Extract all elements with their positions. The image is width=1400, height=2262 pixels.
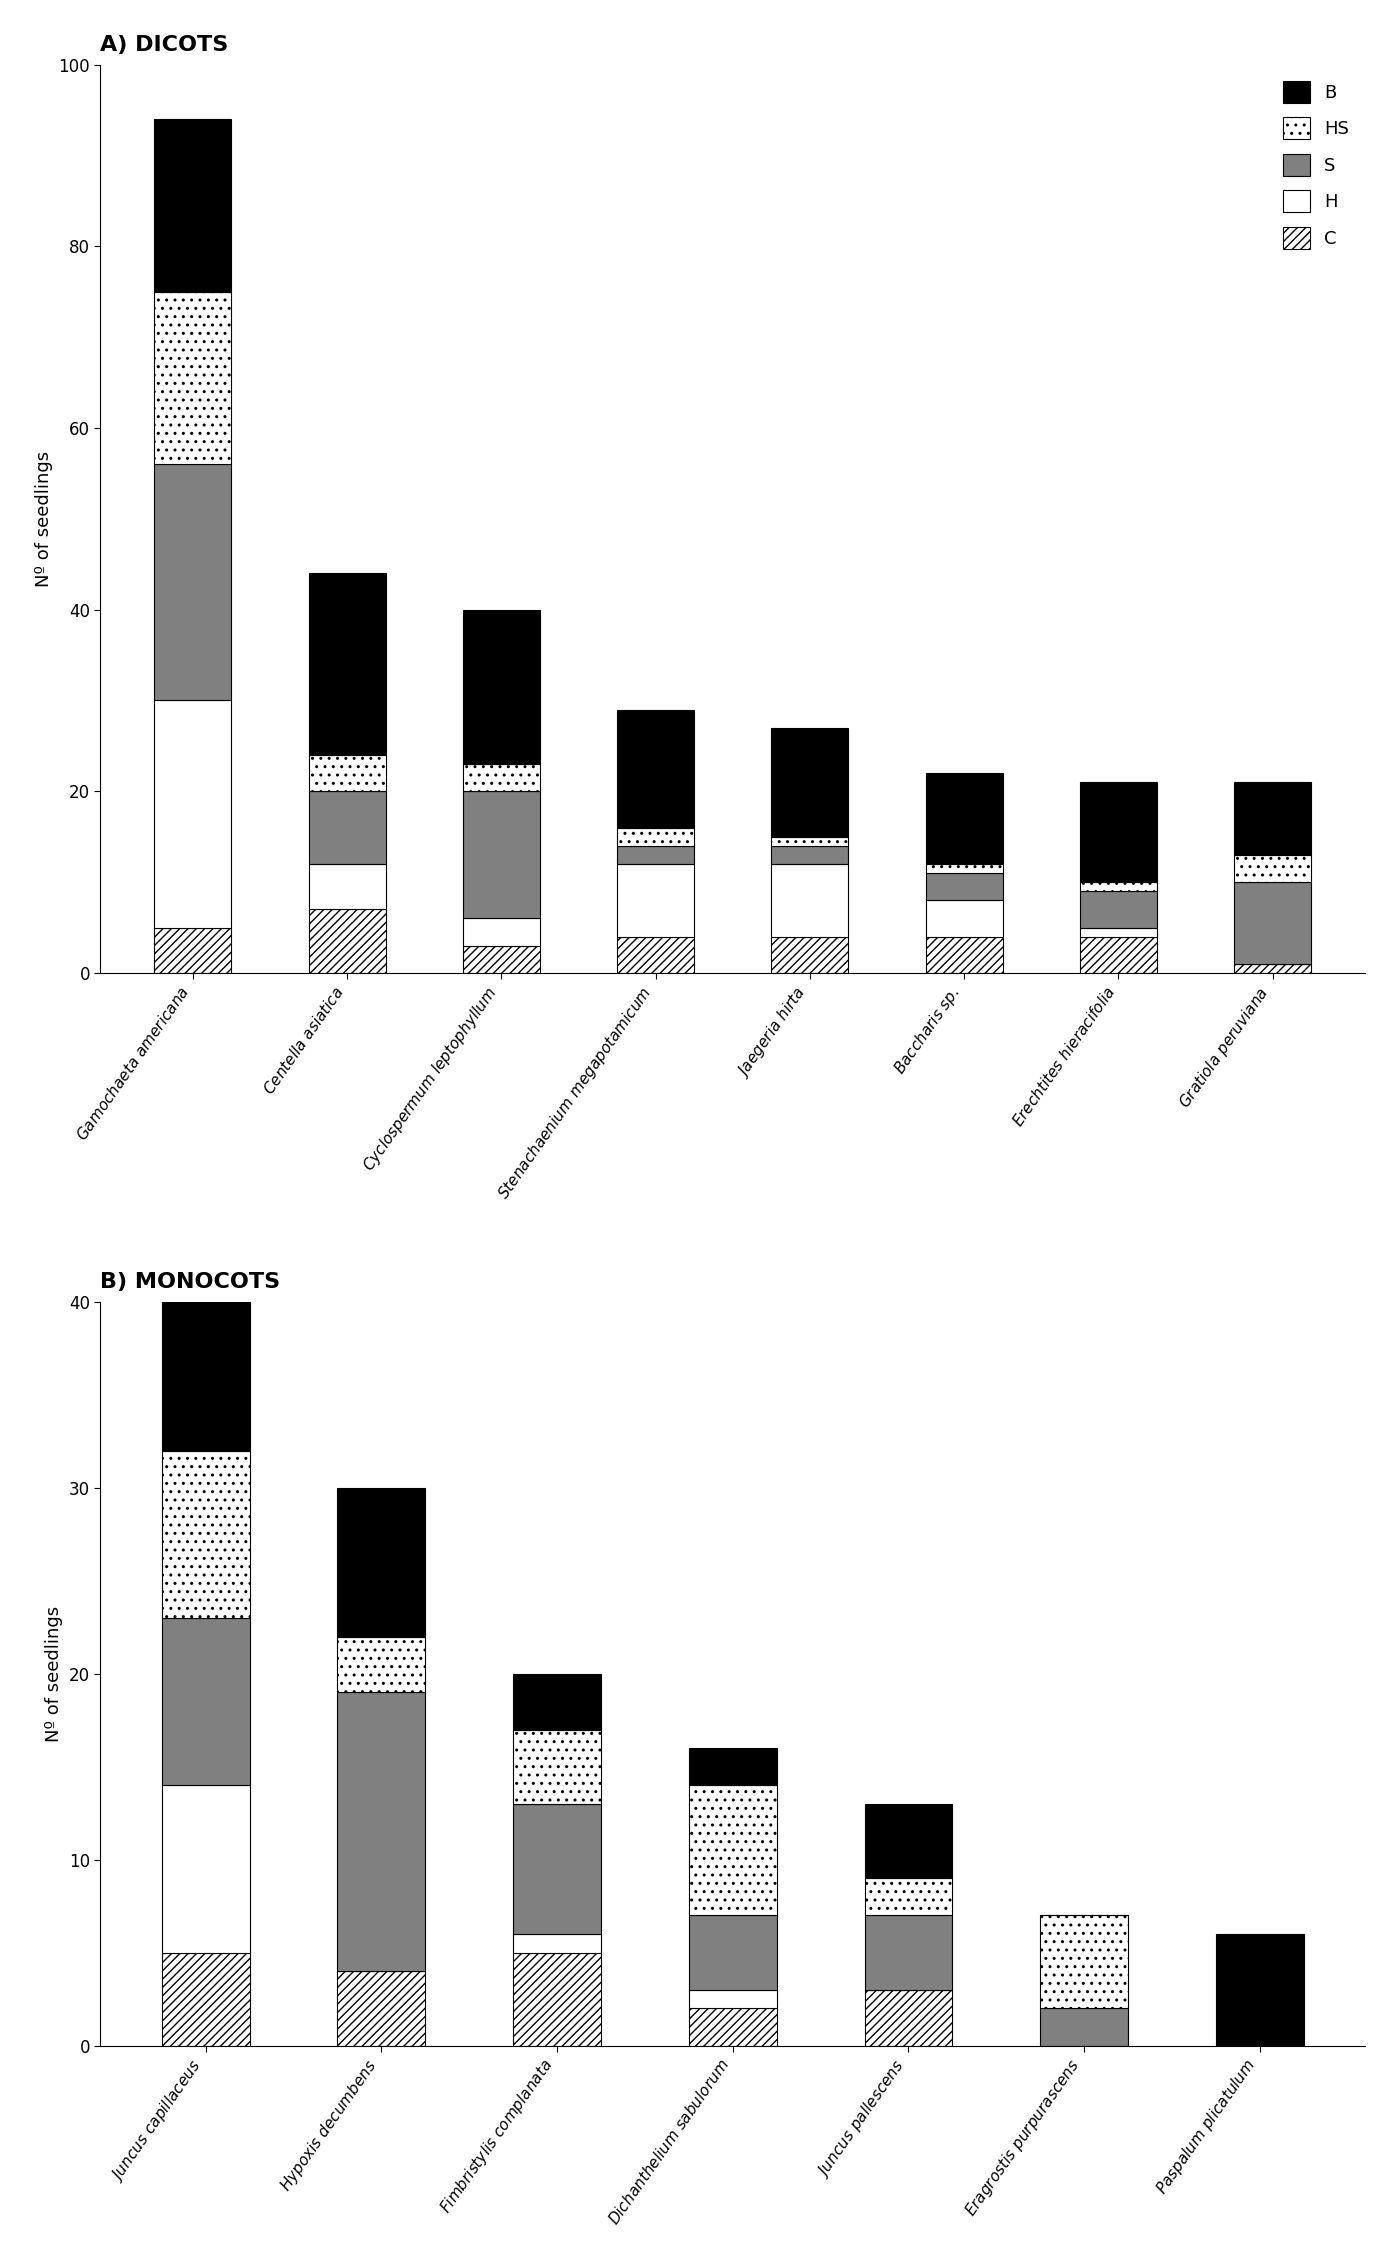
Bar [162,1952,249,2045]
Text: A) DICOTS: A) DICOTS [101,34,228,54]
Bar [771,936,848,973]
Legend: B, HS, S, H, C: B, HS, S, H, C [1275,75,1357,256]
Bar [162,1210,249,1450]
Bar [1040,1916,1128,2009]
Bar [162,1617,249,1785]
Bar [514,1952,601,2045]
Bar [514,1730,601,1805]
Bar [925,774,1002,864]
Bar [689,1785,777,1916]
Bar [865,1877,952,1916]
Bar [1217,1934,1303,2045]
Bar [1079,927,1156,936]
Bar [1235,783,1312,855]
Bar [308,572,386,756]
Bar [463,611,540,765]
Bar [514,1934,601,1952]
Bar [337,1692,426,1970]
Bar [463,792,540,918]
Bar [1079,891,1156,927]
Bar [925,900,1002,936]
Bar [154,701,231,927]
Bar [308,864,386,909]
Bar [925,864,1002,873]
Bar [1040,2009,1128,2045]
Bar [154,292,231,464]
Bar [1079,783,1156,882]
Bar [617,828,694,846]
Bar [925,873,1002,900]
Bar [1235,855,1312,882]
Bar [771,846,848,864]
Bar [1079,882,1156,891]
Bar [617,936,694,973]
Y-axis label: Nº of seedlings: Nº of seedlings [35,450,53,586]
Bar [514,1674,601,1730]
Bar [689,1916,777,1991]
Y-axis label: Nº of seedlings: Nº of seedlings [45,1606,63,1742]
Bar [337,1638,426,1692]
Bar [154,120,231,292]
Bar [1235,964,1312,973]
Bar [1235,882,1312,964]
Bar [689,1991,777,2009]
Bar [689,2009,777,2045]
Bar [463,765,540,792]
Bar [154,464,231,701]
Bar [617,846,694,864]
Bar [337,1970,426,2045]
Bar [162,1450,249,1617]
Bar [865,1805,952,1877]
Bar [865,1991,952,2045]
Bar [771,864,848,936]
Bar [463,946,540,973]
Bar [162,1785,249,1952]
Bar [865,1916,952,1991]
Bar [771,837,848,846]
Text: B) MONOCOTS: B) MONOCOTS [101,1274,280,1292]
Bar [308,792,386,864]
Bar [689,1749,777,1785]
Bar [308,909,386,973]
Bar [617,864,694,936]
Bar [337,1488,426,1638]
Bar [617,710,694,828]
Bar [514,1805,601,1934]
Bar [154,927,231,973]
Bar [308,756,386,792]
Bar [925,936,1002,973]
Bar [771,728,848,837]
Bar [1079,936,1156,973]
Bar [463,918,540,946]
